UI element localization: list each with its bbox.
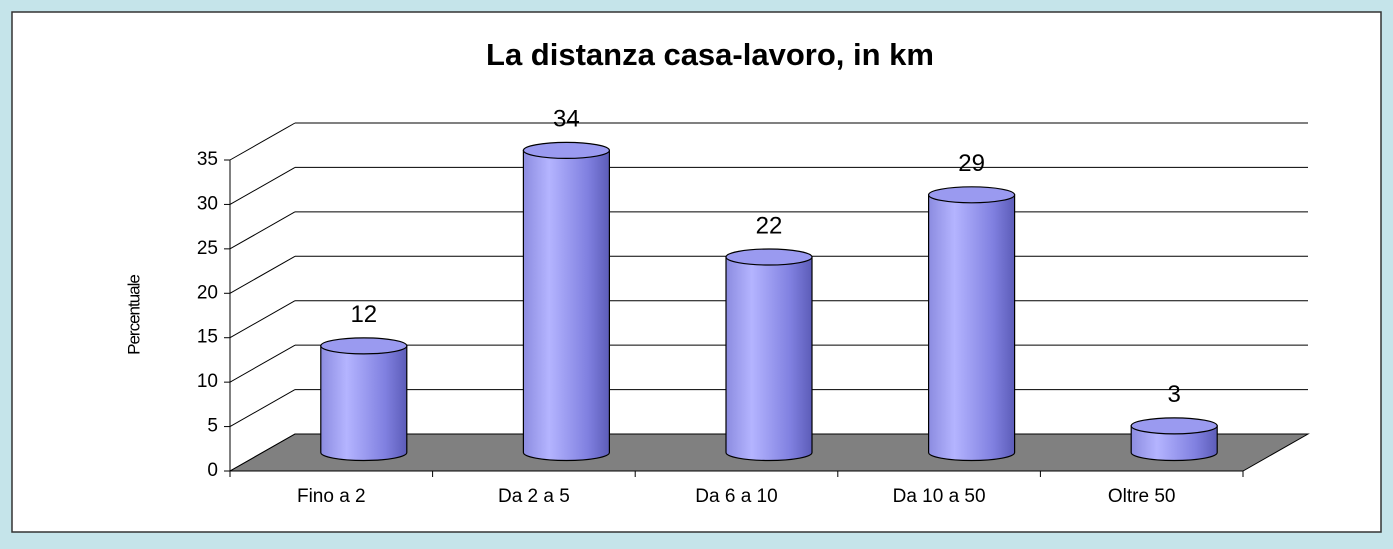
- grid-line: [229, 344, 296, 383]
- bar-top: [927, 186, 1016, 204]
- grid-line: [229, 166, 296, 205]
- y-tick-label: 20: [197, 282, 218, 303]
- grid-line: [229, 389, 296, 428]
- bar: [320, 345, 408, 462]
- x-tick-label: Fino a 2: [297, 486, 366, 507]
- y-tick-label: 0: [207, 460, 218, 481]
- y-tick-label: 35: [197, 149, 218, 170]
- x-tick-label: Da 6 a 10: [695, 486, 777, 507]
- value-label: 3: [1168, 381, 1181, 408]
- x-tick-label: Da 2 a 5: [498, 486, 570, 507]
- bar-top: [1130, 417, 1218, 435]
- grid-line: [229, 122, 296, 161]
- bar: [1130, 425, 1218, 462]
- value-label: 12: [350, 301, 377, 328]
- bar-top: [725, 248, 813, 266]
- grid-line: [229, 300, 296, 339]
- value-label: 29: [958, 150, 985, 177]
- x-tick-label: Oltre 50: [1108, 486, 1176, 507]
- bar: [725, 256, 813, 462]
- value-label: 22: [756, 212, 783, 239]
- grid-line: [229, 211, 296, 250]
- bar: [522, 149, 610, 462]
- value-label: 34: [553, 106, 580, 133]
- y-tick-label: 15: [197, 327, 218, 348]
- y-tick-label: 5: [207, 416, 218, 437]
- y-tick-label: 10: [197, 371, 218, 392]
- x-tick-label: Da 10 a 50: [893, 486, 986, 507]
- y-tick-label: 25: [197, 238, 218, 259]
- bar-top: [522, 141, 611, 159]
- y-tick-label: 30: [197, 193, 218, 214]
- grid-line: [229, 255, 296, 294]
- chart-title: La distanza casa-lavoro, in km: [486, 37, 934, 72]
- y-axis-label: Percentuale: [124, 275, 143, 355]
- bar-top: [320, 337, 408, 355]
- grid-line: [229, 433, 296, 472]
- bar: [928, 194, 1016, 462]
